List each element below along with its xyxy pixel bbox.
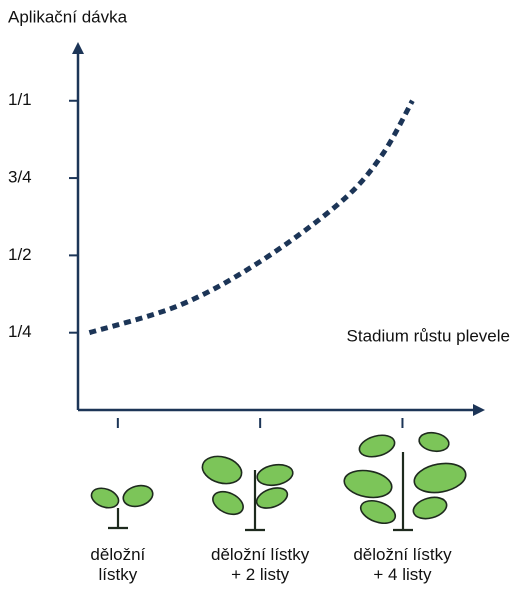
- chart: Aplikační dávka Stadium růstu plevele 1/…: [0, 0, 512, 591]
- plant-3: [342, 431, 468, 530]
- x-tick-label: děložní lístky: [48, 545, 188, 585]
- y-tick-label: 1/4: [8, 322, 32, 341]
- y-tick-label: 1/1: [8, 90, 32, 109]
- plant-1: [89, 482, 155, 528]
- curve: [89, 101, 412, 333]
- x-axis-arrow: [473, 404, 485, 416]
- y-axis-arrow: [72, 42, 84, 54]
- plant-2: [199, 452, 294, 530]
- y-tick-label: 1/2: [8, 245, 32, 264]
- x-axis-label: Stadium růstu plevele: [347, 326, 510, 345]
- x-tick-label: děložní lístky + 2 listy: [190, 545, 330, 585]
- page: Aplikační dávka Stadium růstu plevele 1/…: [0, 0, 512, 591]
- y-tick-label: 3/4: [8, 168, 32, 187]
- y-axis-label: Aplikační dávka: [8, 7, 128, 26]
- x-tick-label: děložní lístky + 4 listy: [332, 545, 472, 585]
